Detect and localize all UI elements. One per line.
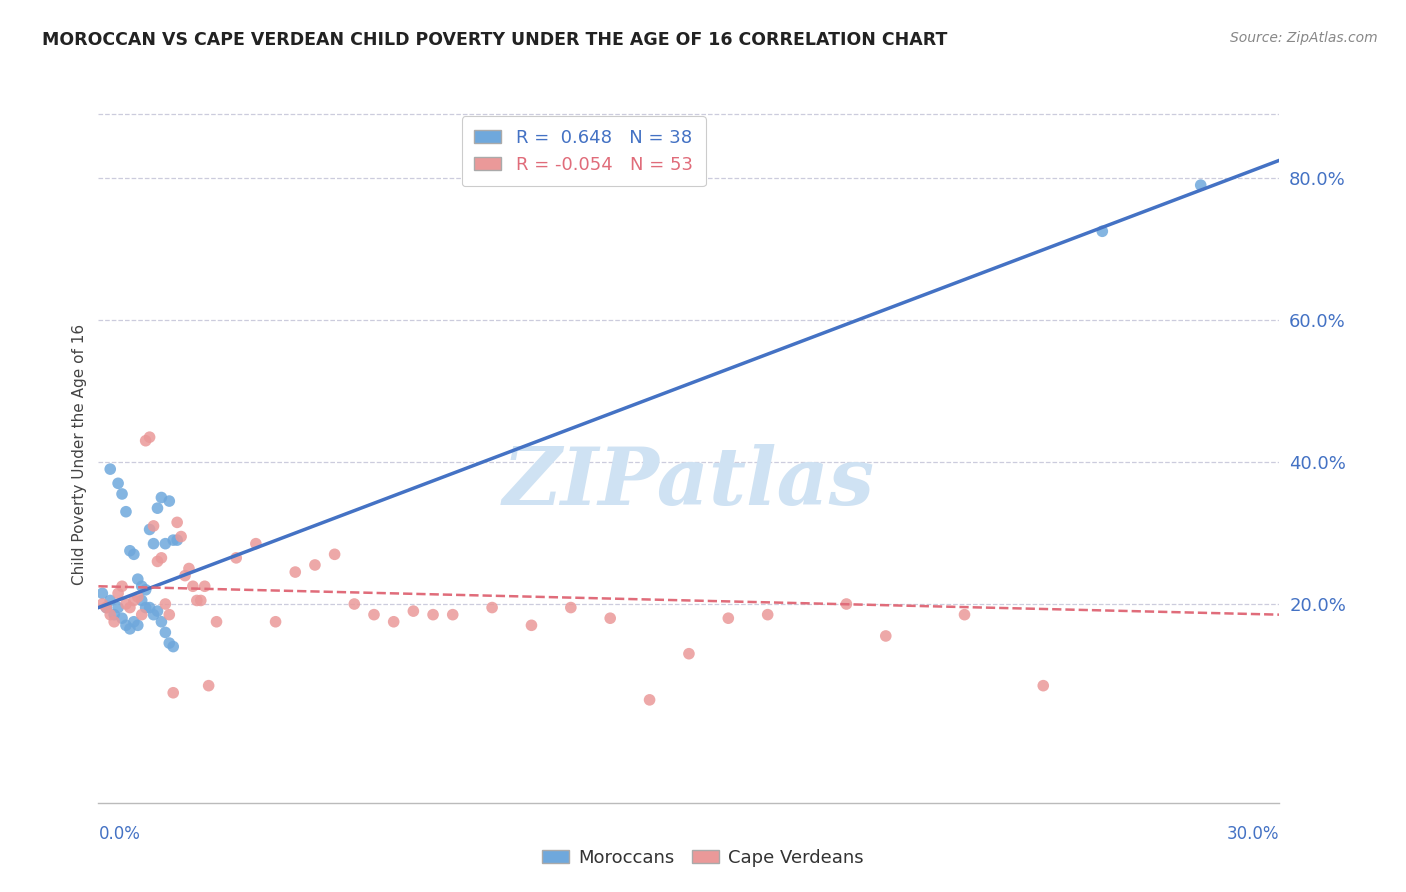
- Point: [162, 533, 184, 548]
- Point: [157, 636, 180, 650]
- Point: [131, 607, 153, 622]
- Point: [520, 618, 543, 632]
- Point: [111, 487, 134, 501]
- Point: [118, 600, 141, 615]
- Point: [127, 618, 149, 632]
- Point: [678, 647, 700, 661]
- Point: [96, 600, 118, 615]
- Point: [115, 597, 138, 611]
- Point: [138, 523, 160, 537]
- Point: [107, 476, 129, 491]
- Point: [197, 679, 219, 693]
- Point: [122, 615, 145, 629]
- Point: [166, 516, 188, 530]
- Text: MOROCCAN VS CAPE VERDEAN CHILD POVERTY UNDER THE AGE OF 16 CORRELATION CHART: MOROCCAN VS CAPE VERDEAN CHILD POVERTY U…: [42, 31, 948, 49]
- Point: [98, 607, 121, 622]
- Point: [146, 554, 169, 568]
- Point: [402, 604, 425, 618]
- Point: [756, 607, 779, 622]
- Point: [131, 593, 153, 607]
- Point: [135, 582, 157, 597]
- Point: [142, 519, 165, 533]
- Point: [91, 597, 114, 611]
- Point: [363, 607, 385, 622]
- Point: [103, 607, 125, 622]
- Text: Source: ZipAtlas.com: Source: ZipAtlas.com: [1230, 31, 1378, 45]
- Point: [166, 533, 188, 548]
- Point: [146, 501, 169, 516]
- Point: [107, 600, 129, 615]
- Point: [304, 558, 326, 572]
- Point: [835, 597, 858, 611]
- Point: [96, 600, 118, 615]
- Point: [382, 615, 405, 629]
- Point: [186, 593, 208, 607]
- Point: [1091, 224, 1114, 238]
- Point: [170, 530, 193, 544]
- Point: [1032, 679, 1054, 693]
- Point: [111, 579, 134, 593]
- Point: [142, 536, 165, 550]
- Point: [115, 505, 138, 519]
- Point: [1189, 178, 1212, 193]
- Point: [181, 579, 204, 593]
- Point: [162, 640, 184, 654]
- Point: [284, 565, 307, 579]
- Point: [122, 547, 145, 561]
- Point: [135, 600, 157, 615]
- Point: [157, 494, 180, 508]
- Point: [323, 547, 346, 561]
- Point: [441, 607, 464, 622]
- Point: [245, 536, 267, 550]
- Point: [122, 593, 145, 607]
- Point: [953, 607, 976, 622]
- Point: [717, 611, 740, 625]
- Point: [343, 597, 366, 611]
- Point: [150, 615, 173, 629]
- Y-axis label: Child Poverty Under the Age of 16: Child Poverty Under the Age of 16: [72, 325, 87, 585]
- Text: 0.0%: 0.0%: [98, 825, 141, 843]
- Point: [115, 618, 138, 632]
- Point: [135, 434, 157, 448]
- Point: [190, 593, 212, 607]
- Point: [155, 625, 177, 640]
- Point: [150, 491, 173, 505]
- Text: ZIPatlas: ZIPatlas: [503, 444, 875, 522]
- Point: [194, 579, 217, 593]
- Point: [264, 615, 287, 629]
- Point: [155, 536, 177, 550]
- Point: [150, 550, 173, 565]
- Point: [146, 604, 169, 618]
- Point: [422, 607, 444, 622]
- Point: [103, 615, 125, 629]
- Point: [155, 597, 177, 611]
- Point: [560, 600, 582, 615]
- Point: [599, 611, 621, 625]
- Point: [127, 572, 149, 586]
- Point: [638, 693, 661, 707]
- Point: [118, 543, 141, 558]
- Point: [225, 550, 247, 565]
- Point: [875, 629, 897, 643]
- Point: [481, 600, 503, 615]
- Legend: Moroccans, Cape Verdeans: Moroccans, Cape Verdeans: [534, 842, 872, 874]
- Point: [98, 593, 121, 607]
- Point: [98, 462, 121, 476]
- Point: [131, 579, 153, 593]
- Point: [177, 561, 200, 575]
- Point: [138, 600, 160, 615]
- Legend: R =  0.648   N = 38, R = -0.054   N = 53: R = 0.648 N = 38, R = -0.054 N = 53: [461, 116, 706, 186]
- Point: [91, 586, 114, 600]
- Point: [205, 615, 228, 629]
- Point: [138, 430, 160, 444]
- Point: [142, 607, 165, 622]
- Text: 30.0%: 30.0%: [1227, 825, 1279, 843]
- Point: [107, 586, 129, 600]
- Point: [127, 590, 149, 604]
- Point: [157, 607, 180, 622]
- Point: [118, 622, 141, 636]
- Point: [111, 611, 134, 625]
- Point: [162, 686, 184, 700]
- Point: [174, 568, 197, 582]
